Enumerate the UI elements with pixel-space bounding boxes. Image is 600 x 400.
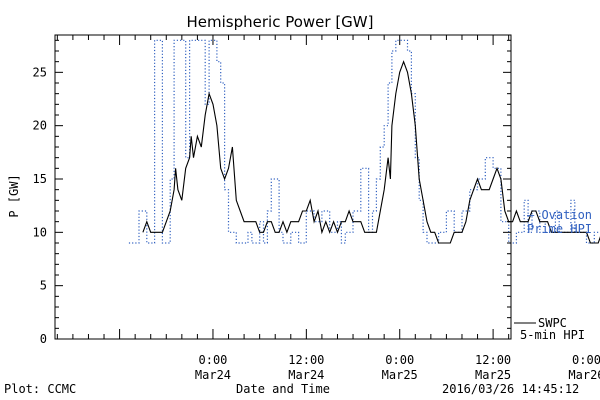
- x-tick-label-date: Mar24: [195, 368, 231, 382]
- y-axis-label: P [GW]: [7, 174, 21, 217]
- series-layer: [128, 39, 600, 244]
- x-tick-label-date: Mar25: [382, 368, 418, 382]
- legend-swpc-line1: SWPC: [538, 316, 567, 330]
- y-tick-label: 20: [33, 119, 47, 133]
- y-tick-label: 5: [40, 279, 47, 293]
- plot-frame: [54, 34, 512, 340]
- series-line-ovation-prime: [128, 39, 600, 244]
- y-tick-label: 25: [33, 65, 47, 79]
- chart-title: Hemispheric Power [GW]: [187, 13, 374, 31]
- x-tick-label-time: 12:00: [475, 353, 511, 367]
- x-tick-label-time: 0:00: [385, 353, 414, 367]
- y-tick-label: 15: [33, 172, 47, 186]
- legend-swpc-line2: 5-min HPI: [520, 328, 585, 342]
- x-tick-label-date: Mar26: [568, 368, 600, 382]
- x-axis-label: Date and Time: [236, 382, 330, 396]
- x-tick-label-time: 0:00: [572, 353, 600, 367]
- legend-swpc: SWPC 5-min HPI: [514, 316, 585, 342]
- legend-ovation-line1: — Ovation: [527, 208, 592, 222]
- x-tick-label-time: 12:00: [288, 353, 324, 367]
- y-tick-label: 0: [40, 332, 47, 346]
- legend-ovation: — Ovation Prime HPI: [527, 208, 592, 236]
- series-line-swpc: [142, 60, 600, 244]
- x-tick-label-date: Mar25: [475, 368, 511, 382]
- ticks-layer: 05101520250:00Mar2412:00Mar240:00Mar2512…: [33, 35, 600, 382]
- x-tick-label-time: 0:00: [199, 353, 228, 367]
- footer-timestamp: 2016/03/26 14:45:12: [442, 382, 579, 396]
- legend-ovation-line2: Prime HPI: [527, 222, 592, 236]
- x-tick-label-date: Mar24: [288, 368, 324, 382]
- y-tick-label: 10: [33, 225, 47, 239]
- footer-plot-credit: Plot: CCMC: [4, 382, 76, 396]
